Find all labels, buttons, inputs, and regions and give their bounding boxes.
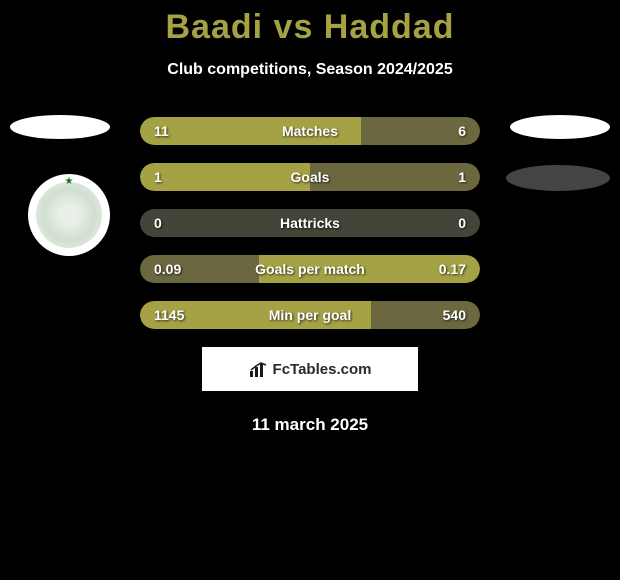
stat-label: Hattricks xyxy=(280,215,340,231)
stat-value-right: 0.17 xyxy=(439,261,466,277)
fctables-branding: FcTables.com xyxy=(202,347,418,391)
stat-value-right: 540 xyxy=(443,307,466,323)
stat-label: Matches xyxy=(282,123,338,139)
stat-value-left: 0.09 xyxy=(154,261,181,277)
stat-row: 0.09 Goals per match 0.17 xyxy=(140,255,480,283)
player-left-ellipse xyxy=(10,115,110,139)
stats-area: ★ 11 Matches 6 1 Goals 1 0 Hattricks 0 0.09 Goals … xyxy=(0,117,620,435)
stat-label: Goals per match xyxy=(255,261,365,277)
stat-value-right: 1 xyxy=(458,169,466,185)
stat-row: 11 Matches 6 xyxy=(140,117,480,145)
badge-star-icon: ★ xyxy=(65,176,74,187)
stat-row: 1145 Min per goal 540 xyxy=(140,301,480,329)
stat-value-left: 0 xyxy=(154,215,162,231)
page-title: Baadi vs Haddad xyxy=(0,8,620,47)
player-right-ellipse-1 xyxy=(510,115,610,139)
club-badge: ★ xyxy=(28,174,110,256)
stat-value-right: 6 xyxy=(458,123,466,139)
stat-value-left: 11 xyxy=(154,123,169,139)
stat-row: 1 Goals 1 xyxy=(140,163,480,191)
stat-value-left: 1 xyxy=(154,169,162,185)
stat-value-right: 0 xyxy=(458,215,466,231)
page-subtitle: Club competitions, Season 2024/2025 xyxy=(0,61,620,79)
chart-icon xyxy=(249,361,269,377)
stat-value-left: 1145 xyxy=(154,307,184,323)
player-right-ellipse-2 xyxy=(506,165,610,191)
stat-row: 0 Hattricks 0 xyxy=(140,209,480,237)
stat-label: Goals xyxy=(291,169,330,185)
date-label: 11 march 2025 xyxy=(0,415,620,435)
stat-label: Min per goal xyxy=(269,307,351,323)
fctables-text: FcTables.com xyxy=(273,361,372,378)
